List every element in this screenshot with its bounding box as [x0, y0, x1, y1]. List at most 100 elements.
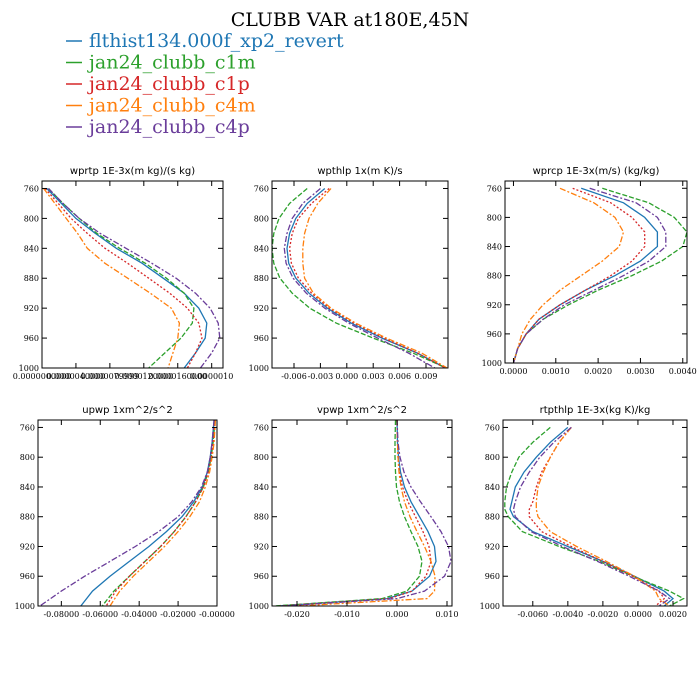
x-tick-label: 0.000 — [335, 372, 358, 381]
y-tick-label: 1000 — [249, 602, 269, 611]
y-tick-label: 960 — [487, 330, 502, 339]
x-tick-label: 0.0000160000 — [148, 372, 207, 381]
y-tick-label: 920 — [254, 304, 269, 313]
y-tick-label: 760 — [487, 184, 502, 193]
figure-title: CLUBB VAR at180E,45N — [231, 9, 470, 31]
y-tick-label: 920 — [485, 542, 500, 551]
x-tick-label: 0.0000079999 — [81, 372, 140, 381]
y-tick-label: 760 — [485, 423, 500, 432]
y-tick-label: 840 — [485, 483, 500, 492]
legend-label: jan24_clubb_c4p — [87, 116, 250, 138]
series-line — [105, 420, 216, 606]
x-tick-label: -0.0040 — [552, 610, 583, 619]
series-group — [43, 188, 221, 368]
y-tick-label: 760 — [254, 184, 269, 193]
legend-item: jan24_clubb_c4m — [66, 95, 256, 117]
x-tick-label: 0.0000000000 — [13, 372, 72, 381]
series-line — [509, 426, 675, 606]
x-tick-label: 0.0030 — [626, 367, 654, 376]
panel-title: wpthlp 1x(m K)/s — [317, 166, 402, 177]
legend-label: jan24_clubb_c4m — [87, 95, 256, 117]
x-tick-label: -0.010 — [334, 610, 360, 619]
legend-item: jan24_clubb_c4p — [66, 116, 250, 138]
x-tick-label: 0.0020 — [584, 367, 612, 376]
y-tick-label: 880 — [254, 513, 269, 522]
y-tick-label: 1000 — [482, 359, 502, 368]
legend: flthist134.000f_xp2_revertjan24_clubb_c1… — [66, 30, 344, 138]
x-tick-label: -0.08000 — [43, 610, 79, 619]
y-tick-label: 1000 — [19, 364, 39, 373]
legend-label: jan24_clubb_c1p — [87, 73, 250, 95]
panel-title: wprtp 1E-3x(m kg)/(s kg) — [70, 166, 195, 177]
y-tick-label: 960 — [254, 334, 269, 343]
x-tick-label: -0.06000 — [82, 610, 118, 619]
y-tick-label: 920 — [20, 542, 35, 551]
x-tick-label: 0.0000 — [499, 367, 527, 376]
y-tick-label: 1000 — [15, 602, 35, 611]
y-tick-label: 880 — [20, 513, 35, 522]
y-tick-label: 880 — [24, 274, 39, 283]
y-tick-label: 840 — [24, 244, 39, 253]
series-group — [512, 187, 687, 363]
y-tick-label: 760 — [254, 423, 269, 432]
series-line — [512, 187, 646, 363]
x-tick-label: -0.02000 — [160, 610, 196, 619]
series-line — [48, 188, 195, 368]
y-tick-label: 800 — [20, 453, 35, 462]
y-tick-label: 960 — [485, 572, 500, 581]
y-tick-label: 960 — [20, 572, 35, 581]
x-tick-label: 0.006 — [388, 372, 411, 381]
y-tick-label: 840 — [254, 244, 269, 253]
plot-frame — [271, 419, 453, 607]
series-line — [48, 188, 221, 368]
panel-6: rtpthlp 1E-3x(kg K)/kg 760 800 840 880 920 960… — [480, 405, 688, 619]
x-tick-label: -0.003 — [308, 372, 334, 381]
y-tick-label: 1000 — [480, 602, 500, 611]
series-group — [274, 420, 452, 606]
y-tick-label: 800 — [254, 453, 269, 462]
series-line — [39, 420, 215, 606]
x-tick-label: -0.0020 — [588, 610, 619, 619]
series-line — [276, 420, 437, 606]
plot-frame — [37, 419, 218, 607]
series-line — [80, 420, 215, 606]
series-line — [109, 420, 217, 606]
panel-title: wprcp 1E-3x(m/s) (kg/kg) — [533, 166, 660, 177]
series-line — [512, 426, 671, 606]
panel-3: wprcp 1E-3x(m/s) (kg/kg) 760 800 840 880 920 9… — [482, 166, 697, 376]
series-line — [512, 187, 687, 363]
x-tick-label: 0.0040 — [669, 367, 697, 376]
x-tick-label: -0.04000 — [121, 610, 157, 619]
legend-label: jan24_clubb_c1m — [87, 52, 256, 74]
legend-item: flthist134.000f_xp2_revert — [66, 30, 344, 52]
y-tick-label: 880 — [485, 513, 500, 522]
panel-5: vpwp 1xm^2/s^2 760 800 840 880 920 960 1000 -0.0… — [249, 405, 459, 619]
panel-title: rtpthlp 1E-3x(kg K)/kg — [540, 405, 651, 416]
y-tick-label: 800 — [24, 214, 39, 223]
series-line — [279, 420, 432, 606]
series-line — [281, 420, 452, 606]
series-line — [535, 426, 670, 606]
series-group — [272, 188, 448, 368]
plot-frame — [502, 419, 688, 607]
plot-frame — [41, 180, 224, 369]
plot-frame — [271, 180, 449, 369]
y-tick-label: 840 — [487, 243, 502, 252]
panel-1: wprtp 1E-3x(m kg)/(s kg) 760 800 840 880 920 9… — [13, 166, 234, 381]
panel-title: upwp 1xm^2/s^2 — [82, 405, 172, 416]
y-tick-label: 960 — [24, 334, 39, 343]
x-tick-label: 0.0010 — [542, 367, 570, 376]
y-tick-label: 840 — [20, 483, 35, 492]
y-tick-label: 920 — [24, 304, 39, 313]
y-tick-label: 920 — [254, 542, 269, 551]
y-tick-label: 840 — [254, 483, 269, 492]
series-line — [288, 188, 446, 368]
series-line — [274, 420, 423, 606]
legend-item: jan24_clubb_c1p — [66, 73, 250, 95]
x-tick-label: 0.0000010 — [190, 372, 233, 381]
legend-label: flthist134.000f_xp2_revert — [89, 30, 344, 52]
series-line — [512, 187, 659, 363]
y-tick-label: 760 — [20, 423, 35, 432]
series-line — [296, 420, 436, 606]
y-tick-label: 800 — [487, 213, 502, 222]
